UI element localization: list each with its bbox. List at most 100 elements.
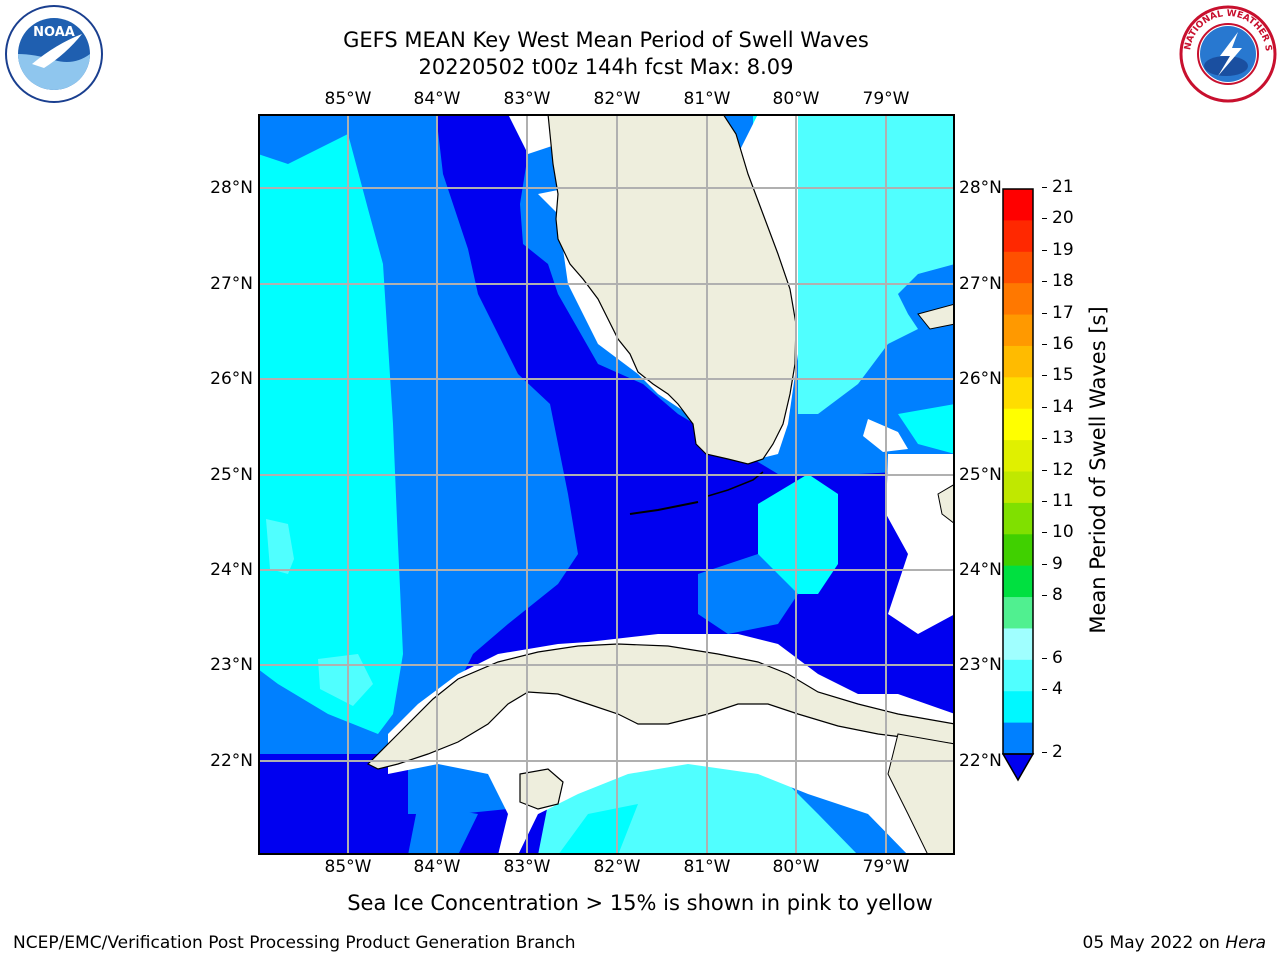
colorbar-tick-label: 17 — [1052, 302, 1074, 323]
colorbar-segment — [1003, 722, 1033, 755]
y-tick-left: 22°N — [210, 751, 253, 771]
colorbar-tick-mark — [1042, 752, 1047, 753]
colorbar-segment — [1003, 502, 1033, 535]
colorbar-segment — [1003, 659, 1033, 692]
map-subtitle: 20220502 t00z 144h fcst Max: 8.09 — [418, 55, 794, 79]
colorbar-tick-label: 18 — [1052, 271, 1074, 292]
colorbar-tick-label: 12 — [1052, 459, 1074, 480]
colorbar-segment — [1003, 251, 1033, 284]
y-tick-right: 25°N — [959, 465, 1002, 485]
sea-ice-note: Sea Ice Concentration > 15% is shown in … — [347, 891, 933, 915]
y-tick-right: 26°N — [959, 369, 1002, 389]
footer-machine: Hera — [1225, 933, 1266, 953]
y-tick-left: 23°N — [210, 655, 253, 675]
colorbar-under-arrow — [1001, 753, 1035, 782]
colorbar-segment — [1003, 220, 1033, 253]
colorbar-segment — [1003, 314, 1033, 347]
colorbar-tick-mark — [1042, 563, 1047, 565]
swell-6-8-caribbean — [538, 759, 898, 855]
colorbar-tick-label: 8 — [1052, 585, 1063, 606]
y-tick-right: 28°N — [959, 178, 1002, 198]
colorbar-segment — [1003, 534, 1033, 567]
swell-6-8-spot — [266, 519, 294, 574]
x-tick-bottom: 85°W — [324, 857, 372, 877]
swell-4-6-florida-straits — [758, 474, 838, 594]
colorbar — [1001, 187, 1042, 791]
colorbar-tick-mark — [1042, 500, 1047, 502]
colorbar-segment — [1003, 377, 1033, 410]
y-tick-left: 25°N — [210, 465, 253, 485]
x-tick-top: 79°W — [862, 89, 910, 109]
colorbar-tick-mark — [1042, 438, 1047, 440]
colorbar-tick-label: 2 — [1052, 742, 1063, 762]
y-tick-right: 27°N — [959, 274, 1002, 294]
colorbar-segment — [1003, 565, 1033, 598]
colorbar-tick-label: 6 — [1052, 647, 1063, 668]
colorbar-tick-mark — [1042, 657, 1047, 659]
colorbar-tick-label: 19 — [1052, 239, 1074, 260]
colorbar-tick-mark — [1042, 532, 1047, 534]
colorbar-tick-label: 20 — [1052, 208, 1074, 229]
colorbar-tick-label: 21 — [1052, 177, 1074, 197]
y-tick-left: 26°N — [210, 369, 253, 389]
noaa-logo: NOAA — [4, 4, 104, 108]
colorbar-tick-mark — [1042, 375, 1047, 377]
x-tick-bottom: 84°W — [413, 857, 461, 877]
map-title: GEFS MEAN Key West Mean Period of Swell … — [343, 28, 869, 52]
colorbar-tick-mark — [1042, 249, 1047, 251]
colorbar-tick-label: 10 — [1052, 522, 1074, 543]
colorbar-tick-mark — [1042, 689, 1047, 691]
colorbar-segment — [1003, 345, 1033, 378]
colorbar-tick-mark — [1042, 406, 1047, 408]
y-tick-right: 23°N — [959, 655, 1002, 675]
x-tick-bottom: 82°W — [593, 857, 641, 877]
x-tick-top: 83°W — [503, 89, 551, 109]
x-tick-top: 82°W — [593, 89, 641, 109]
colorbar-segment — [1003, 471, 1033, 504]
colorbar-segment — [1003, 597, 1033, 629]
y-tick-right: 22°N — [959, 751, 1002, 771]
x-tick-bottom: 80°W — [772, 857, 820, 877]
colorbar-tick-label: 14 — [1052, 396, 1074, 417]
colorbar-segment — [1003, 440, 1033, 472]
x-tick-top: 85°W — [324, 89, 372, 109]
nws-logo: NATIONAL WEATHER SERVICE — [1175, 0, 1278, 108]
colorbar-segment — [1003, 283, 1033, 316]
forecast-map — [258, 114, 955, 859]
colorbar-tick-label: 13 — [1052, 428, 1074, 449]
y-tick-right: 24°N — [959, 560, 1002, 580]
map-frame — [258, 114, 955, 855]
colorbar-labels: 21 20 19 18 17 16 15 14 13 12 11 10 9 8 6 4 2 — [1042, 177, 1102, 770]
footer-date-text: 05 May 2022 on — [1082, 933, 1226, 953]
colorbar-tick-mark — [1042, 218, 1047, 220]
footer-date: 05 May 2022 on Hera — [1083, 933, 1267, 953]
colorbar-segment — [1003, 691, 1033, 724]
colorbar-segment — [1003, 628, 1033, 661]
colorbar-tick-label: 16 — [1052, 333, 1074, 354]
x-tick-bottom: 81°W — [683, 857, 731, 877]
x-tick-top: 84°W — [413, 89, 461, 109]
y-tick-left: 28°N — [210, 178, 253, 198]
colorbar-tick-label: 4 — [1052, 679, 1063, 700]
x-tick-bottom: 79°W — [862, 857, 910, 877]
svg-text:NOAA: NOAA — [33, 25, 75, 40]
colorbar-tick-mark — [1042, 343, 1047, 345]
colorbar-tick-mark — [1042, 595, 1047, 597]
no-data-region — [508, 114, 558, 154]
colorbar-segment — [1003, 189, 1033, 221]
footer-org: NCEP/EMC/Verification Post Processing Pr… — [13, 933, 576, 953]
colorbar-tick-label: 15 — [1052, 365, 1074, 386]
y-tick-left: 24°N — [210, 560, 253, 580]
x-tick-top: 80°W — [772, 89, 820, 109]
colorbar-frame — [1002, 188, 1034, 755]
florida-keys — [629, 501, 699, 515]
colorbar-tick-mark — [1042, 187, 1047, 188]
grid-lines — [258, 114, 955, 855]
florida-land — [547, 114, 797, 465]
y-tick-left: 27°N — [210, 274, 253, 294]
isla-juventud-land — [519, 768, 564, 810]
swell-6-8-spot — [318, 654, 373, 706]
colorbar-tick-mark — [1042, 312, 1047, 314]
colorbar-title: Mean Period of Swell Waves [s] — [1086, 306, 1110, 634]
colorbar-tick-label: 11 — [1052, 490, 1074, 511]
